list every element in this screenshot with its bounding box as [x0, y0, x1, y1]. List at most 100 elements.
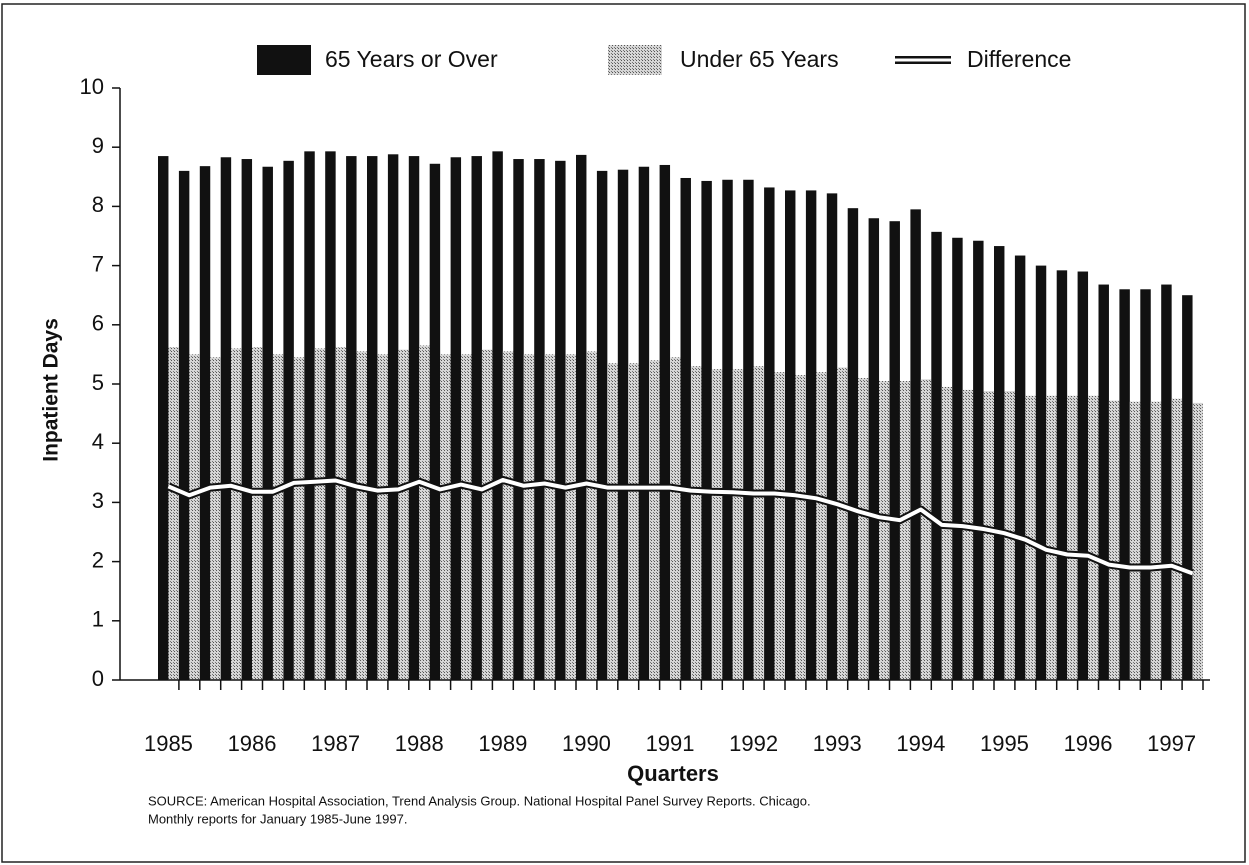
bar	[398, 349, 409, 680]
bar	[189, 354, 200, 680]
legend-label: 65 Years or Over	[325, 46, 498, 72]
bar	[220, 157, 232, 680]
y-tick-label: 6	[92, 311, 104, 336]
y-tick-label: 3	[92, 488, 104, 513]
bar	[899, 381, 911, 680]
bar	[272, 354, 284, 680]
bar	[1046, 395, 1057, 680]
bar	[638, 166, 650, 681]
bar	[461, 354, 472, 680]
bar	[785, 190, 796, 680]
frame	[1, 3, 1246, 863]
y-tick-label: 8	[92, 192, 104, 217]
bar	[805, 190, 817, 680]
bar	[1108, 400, 1120, 680]
x-tick-label: 1993	[813, 731, 862, 756]
source-note: SOURCE: American Hospital Association, T…	[148, 793, 811, 808]
x-tick-label: 1989	[478, 731, 527, 756]
legend-label: Difference	[967, 46, 1071, 72]
bar	[701, 180, 712, 680]
bar	[962, 389, 974, 680]
bar	[774, 372, 785, 680]
x-tick-label: 1992	[729, 731, 778, 756]
bar	[356, 351, 367, 680]
bar	[523, 354, 535, 680]
bar	[910, 209, 921, 681]
bar	[889, 221, 900, 680]
bar	[994, 246, 1005, 680]
bar	[387, 154, 399, 680]
y-tick-label: 1	[92, 607, 104, 632]
bar	[816, 372, 827, 680]
x-tick-label: 1990	[562, 731, 611, 756]
bar	[764, 187, 775, 680]
bar	[743, 179, 754, 680]
y-tick-label: 10	[80, 74, 104, 99]
bar	[252, 347, 263, 680]
bar	[1171, 398, 1183, 680]
bar	[576, 154, 587, 680]
bar	[826, 193, 838, 680]
bar	[941, 386, 953, 680]
bar	[952, 237, 963, 680]
bar	[293, 357, 305, 680]
bar	[617, 169, 629, 681]
bar	[1161, 284, 1172, 680]
y-tick-label: 7	[92, 251, 104, 276]
y-tick-label: 2	[92, 547, 104, 572]
bar	[659, 164, 671, 680]
bar	[732, 369, 744, 680]
bar	[231, 348, 242, 680]
bar	[450, 157, 462, 680]
bar	[649, 360, 660, 680]
bar	[283, 160, 294, 681]
bar	[502, 351, 514, 680]
bar	[534, 159, 545, 681]
bar	[325, 151, 336, 680]
bar	[879, 381, 890, 680]
x-tick-label: 1985	[144, 731, 193, 756]
bar	[565, 354, 576, 680]
y-tick-label: 5	[92, 370, 104, 395]
y-tick-label: 9	[92, 133, 104, 158]
bar	[241, 159, 253, 681]
y-tick-label: 4	[92, 429, 104, 454]
bar	[440, 354, 451, 680]
bar	[1140, 289, 1151, 680]
bar	[346, 156, 357, 680]
x-tick-label: 1987	[311, 731, 360, 756]
bar	[262, 166, 273, 681]
legend-swatch	[257, 45, 311, 75]
bar	[596, 170, 608, 680]
bar	[1119, 289, 1130, 680]
bar	[1182, 295, 1193, 680]
bar	[210, 357, 221, 680]
bar	[931, 231, 942, 680]
bar	[429, 163, 441, 680]
bar	[1077, 271, 1089, 680]
x-tick-label: 1996	[1064, 731, 1113, 756]
bar	[178, 170, 190, 680]
bar	[607, 363, 618, 680]
bar	[920, 379, 932, 680]
x-tick-label: 1988	[395, 731, 444, 756]
line	[167, 477, 1194, 576]
bar	[419, 345, 430, 680]
bar	[722, 179, 733, 680]
x-tick-label: 1991	[646, 731, 695, 756]
bar	[847, 208, 859, 680]
bar	[335, 347, 347, 680]
bar	[837, 367, 848, 680]
bar	[513, 159, 524, 681]
y-tick-label: 0	[92, 666, 104, 691]
bar	[1014, 255, 1026, 680]
x-tick-label: 1997	[1147, 731, 1196, 756]
source-note: Monthly reports for January 1985-June 19…	[148, 811, 407, 826]
bar	[586, 351, 597, 680]
bar	[408, 156, 420, 680]
bar	[367, 156, 378, 680]
bar	[1098, 284, 1109, 680]
bar	[983, 391, 994, 680]
